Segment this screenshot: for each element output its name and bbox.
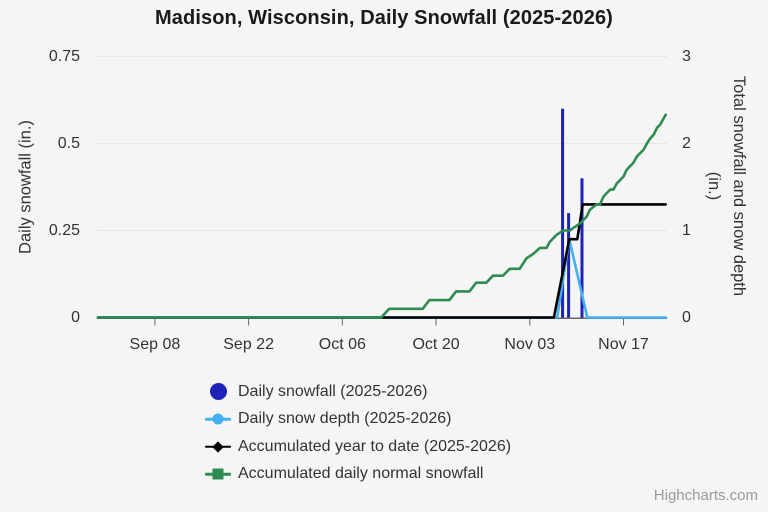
legend-label: Accumulated year to date (2025-2026) — [238, 437, 512, 455]
snow-depth-marker-icon — [202, 410, 234, 428]
legend-label: Accumulated daily normal snowfall — [238, 465, 484, 483]
legend-item-accumulated-ytd[interactable]: Accumulated year to date (2025-2026) — [202, 433, 511, 461]
left-axis-title: Daily snowfall (in.) — [16, 120, 35, 254]
right-axis-title-line2: (in.) — [705, 171, 723, 201]
accumulated-ytd-marker-icon — [202, 438, 234, 456]
x-tick-label: Oct 20 — [412, 336, 460, 353]
highcharts-credits-link[interactable]: Highcharts.com — [653, 487, 758, 504]
x-tick-label: Oct 06 — [318, 336, 366, 353]
daily-snowfall-column — [580, 178, 584, 318]
right-axis-title: Total snowfall and snow depth (in.) — [701, 76, 751, 296]
right-y-tick-label: 3 — [682, 47, 691, 65]
right-y-tick-label: 0 — [682, 308, 691, 326]
left-y-tick-label: 0.75 — [48, 47, 80, 65]
right-y-tick-label: 2 — [682, 134, 691, 152]
left-y-tick-label: 0.5 — [57, 134, 80, 152]
chart-title: Madison, Wisconsin, Daily Snowfall (2025… — [155, 7, 613, 29]
x-tick-label: Nov 17 — [598, 336, 649, 353]
legend-label: Daily snowfall (2025-2026) — [238, 382, 428, 400]
daily-snowfall-column — [567, 213, 571, 318]
daily-snowfall-marker-icon — [202, 383, 234, 401]
series-line-3 — [96, 113, 667, 319]
plot-area — [96, 56, 667, 326]
left-y-tick-label: 0 — [71, 308, 80, 326]
x-tick-label: Nov 03 — [504, 336, 556, 353]
accumulated-normal-marker-icon — [202, 465, 234, 483]
x-tick-label: Sep 22 — [223, 336, 274, 353]
legend-item-accumulated-normal[interactable]: Accumulated daily normal snowfall — [202, 461, 511, 489]
right-axis-title-line1: Total snowfall and snow depth — [729, 75, 748, 297]
left-y-tick-label: 0.25 — [48, 221, 80, 239]
daily-snowfall-column — [561, 108, 565, 318]
x-tick-label: Sep 08 — [129, 336, 181, 353]
legend-item-daily-snowfall[interactable]: Daily snowfall (2025-2026) — [202, 378, 511, 406]
legend-item-daily-snow-depth[interactable]: Daily snow depth (2025-2026) — [202, 406, 511, 434]
legend-label: Daily snow depth (2025-2026) — [238, 410, 452, 428]
right-y-tick-label: 1 — [682, 221, 691, 239]
legend: Daily snowfall (2025-2026) Daily snow de… — [202, 378, 511, 488]
